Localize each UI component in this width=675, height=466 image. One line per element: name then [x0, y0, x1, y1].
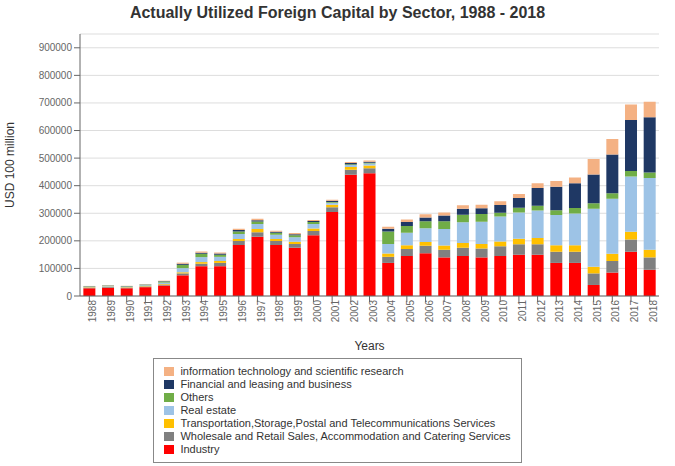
svg-text:1989: 1989 — [106, 300, 117, 323]
svg-text:2008: 2008 — [461, 300, 472, 323]
html-text:Financial and leasing and busi: Financial and leasing and business — [180, 377, 352, 390]
svg-text:400000: 400000 — [39, 180, 73, 191]
html-text:Transportation,Storage,Postal: Transportation,Storage,Postal and Teleco… — [180, 416, 496, 429]
svg-text:1998: 1998 — [274, 300, 285, 323]
svg-text:1991: 1991 — [143, 300, 154, 323]
svg-text:1992: 1992 — [162, 300, 173, 323]
svg-text:900000: 900000 — [39, 42, 73, 53]
svg-text:1994: 1994 — [200, 300, 211, 323]
svg-text:Years: Years — [354, 339, 384, 353]
svg-text:1993: 1993 — [181, 300, 192, 323]
svg-text:1996: 1996 — [237, 300, 248, 323]
svg-text:2006: 2006 — [424, 300, 435, 323]
svg-text:2000: 2000 — [312, 300, 323, 323]
html-text:Wholesale and Retail Sales, Ac: Wholesale and Retail Sales, Accommodatio… — [180, 429, 511, 442]
svg-text:2012: 2012 — [536, 300, 547, 323]
svg-text:2003: 2003 — [368, 300, 379, 323]
svg-text:2007: 2007 — [442, 300, 453, 323]
svg-text:2018: 2018 — [648, 300, 659, 323]
svg-text:1988: 1988 — [87, 300, 98, 323]
svg-text:100000: 100000 — [39, 263, 73, 274]
svg-text:2016: 2016 — [610, 300, 621, 323]
html-text:Actually Utilized Foreign Capi: Actually Utilized Foreign Capital by Sec… — [129, 4, 546, 21]
svg-text:0: 0 — [66, 291, 72, 302]
svg-text:500000: 500000 — [39, 153, 73, 164]
svg-text:200000: 200000 — [39, 235, 73, 246]
html-text:Others: Others — [180, 390, 214, 403]
svg-text:2010: 2010 — [498, 300, 509, 323]
svg-text:2005: 2005 — [405, 300, 416, 323]
svg-text:1990: 1990 — [125, 300, 136, 323]
svg-text:700000: 700000 — [39, 97, 73, 108]
svg-text:USD 100 million: USD 100 million — [8, 122, 17, 208]
svg-text:2004: 2004 — [386, 300, 397, 323]
svg-text:2017: 2017 — [629, 300, 640, 323]
svg-text:600000: 600000 — [39, 125, 73, 136]
svg-text:2015: 2015 — [592, 300, 603, 323]
svg-text:2001: 2001 — [330, 300, 341, 323]
html-text:information technology and sci: information technology and scientific re… — [180, 364, 404, 377]
svg-text:800000: 800000 — [39, 70, 73, 81]
html-text:Real estate: Real estate — [180, 403, 237, 416]
svg-text:1997: 1997 — [256, 300, 267, 323]
svg-text:1995: 1995 — [218, 300, 229, 323]
svg-text:1999: 1999 — [293, 300, 304, 323]
svg-text:2002: 2002 — [349, 300, 360, 323]
svg-text:300000: 300000 — [39, 208, 73, 219]
html-text:Industry: Industry — [180, 442, 220, 455]
svg-text:2009: 2009 — [480, 300, 491, 323]
svg-text:2014: 2014 — [573, 300, 584, 323]
svg-text:2013: 2013 — [554, 300, 565, 323]
svg-text:2011: 2011 — [517, 300, 528, 322]
